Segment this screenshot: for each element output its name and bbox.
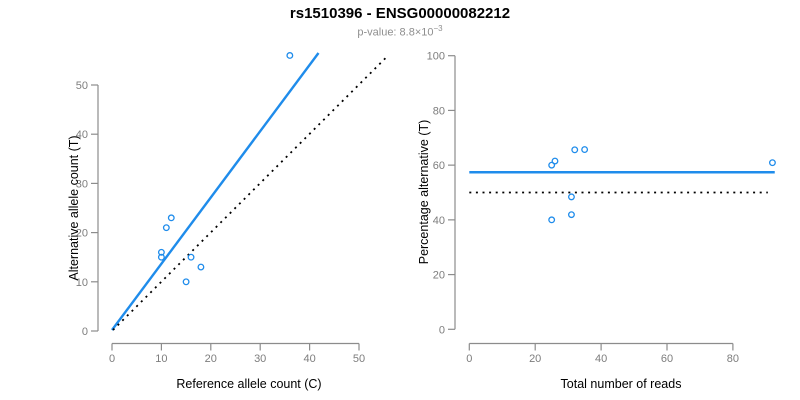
y-tick-label: 50 [76,80,88,92]
data-point [551,157,559,165]
data-point [548,161,556,169]
y-axis-title: Alternative allele count (T) [67,135,81,280]
x-tick-label: 0 [109,353,115,365]
y-tick-label: 40 [433,215,445,227]
p-value-text: p-value: 8.8×10 [357,26,434,39]
data-point [567,211,575,219]
x-tick-label: 50 [353,353,365,365]
p-value-subtitle: p-value: 8.8×10−3 [0,24,800,39]
y-tick-label: 0 [439,324,445,336]
y-tick-label: 100 [427,51,445,63]
data-point [548,216,556,224]
data-point [581,146,589,153]
y-axis-title: Percentage alternative (T) [417,120,431,265]
x-tick-label: 30 [254,353,266,365]
data-point [167,214,175,222]
right-plot-percentage: 0 20 40 60 80 0 20 40 60 80 100 Total number of rea… [417,51,776,391]
data-point [286,52,294,59]
x-axis-title: Reference allele count (C) [176,377,321,391]
y-tick-label: 80 [433,105,445,117]
data-point [197,263,205,271]
data-point [157,248,165,256]
y-tick-label: 10 [76,277,88,289]
y-tick-label: 30 [76,178,88,190]
x-tick-label: 40 [303,353,315,365]
identity-line [112,54,389,331]
x-tick-label: 60 [661,353,673,365]
data-point [182,278,190,286]
y-tick-label: 20 [433,270,445,282]
left-plot-allele-counts: 0 10 20 30 40 50 0 10 20 30 40 50 Reference allele c… [67,52,389,391]
data-point [567,193,575,201]
x-axis-title: Total number of reads [561,377,682,391]
x-tick-label: 10 [155,353,167,365]
x-tick-label: 0 [466,353,472,365]
x-tick-label: 40 [595,353,607,365]
data-point [162,224,170,232]
x-tick-label: 80 [727,353,739,365]
y-tick-label: 0 [82,326,88,338]
y-tick-label: 20 [76,228,88,240]
y-tick-label: 40 [76,129,88,141]
x-tick-label: 20 [205,353,217,365]
data-point [571,146,579,154]
data-point [768,159,776,167]
p-value-exponent: −3 [433,24,443,33]
fitted-ratio-line [111,52,320,331]
figure-title: rs1510396 - ENSG00000082212 [289,5,511,22]
y-tick-label: 60 [433,160,445,172]
data-point [187,253,195,261]
x-tick-label: 20 [529,353,541,365]
data-point [157,253,165,261]
